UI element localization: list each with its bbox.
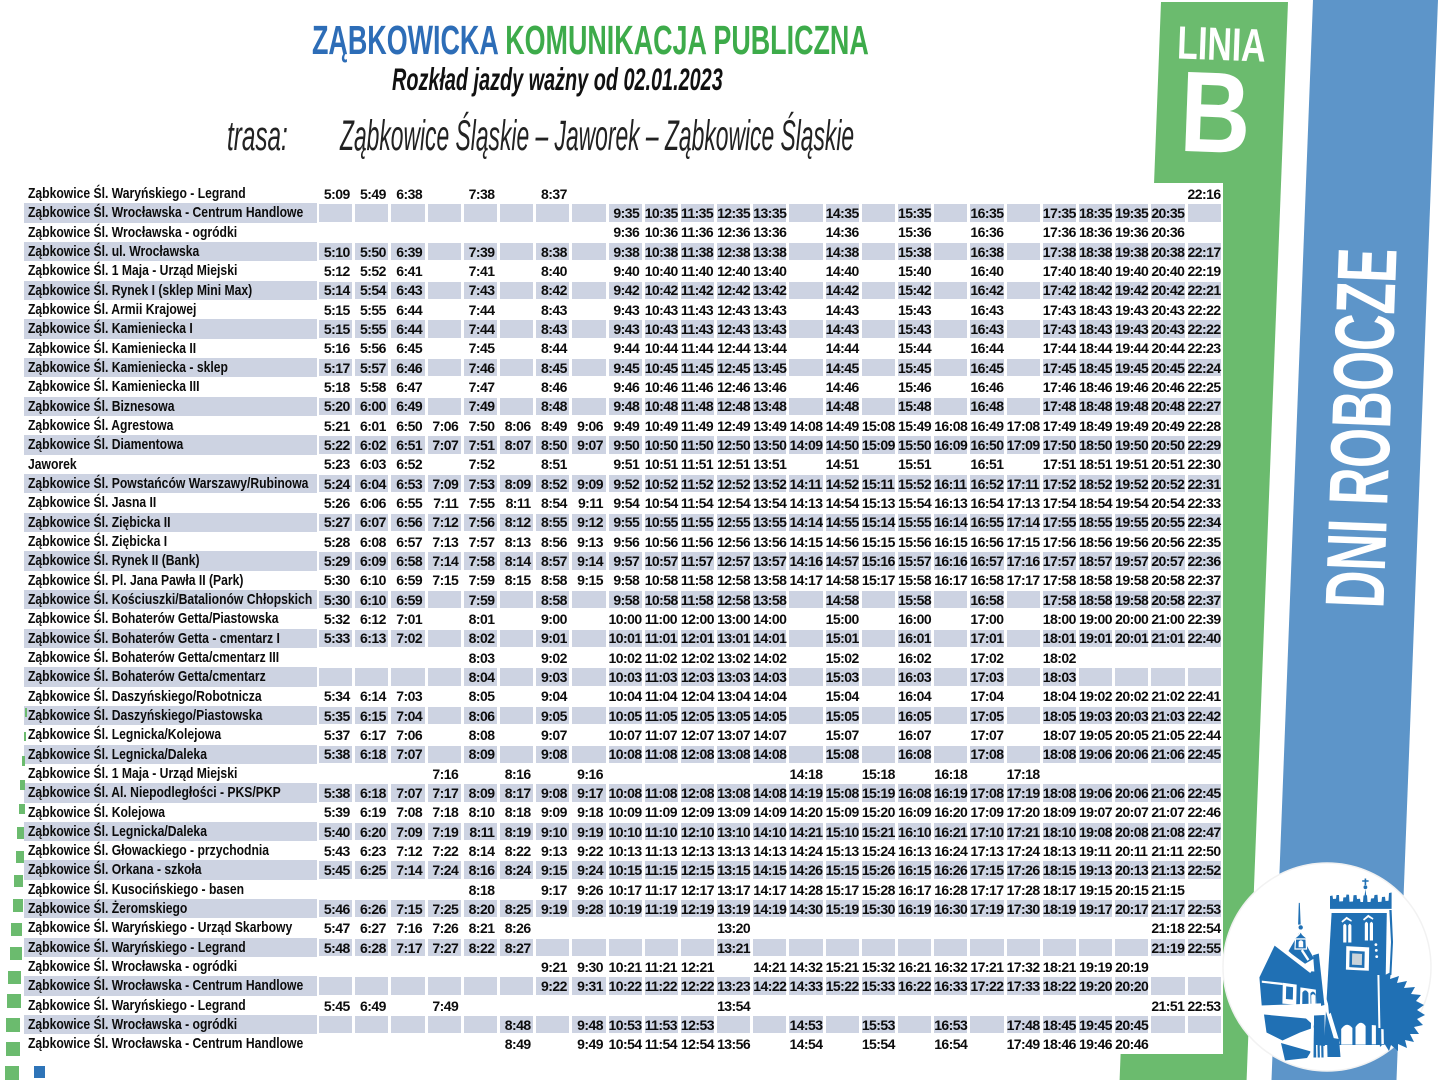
svg-text:B: B (1178, 46, 1253, 178)
svg-text:LINIA: LINIA (1176, 16, 1266, 72)
svg-text:DNI ROBOCZE: DNI ROBOCZE (1307, 246, 1414, 609)
